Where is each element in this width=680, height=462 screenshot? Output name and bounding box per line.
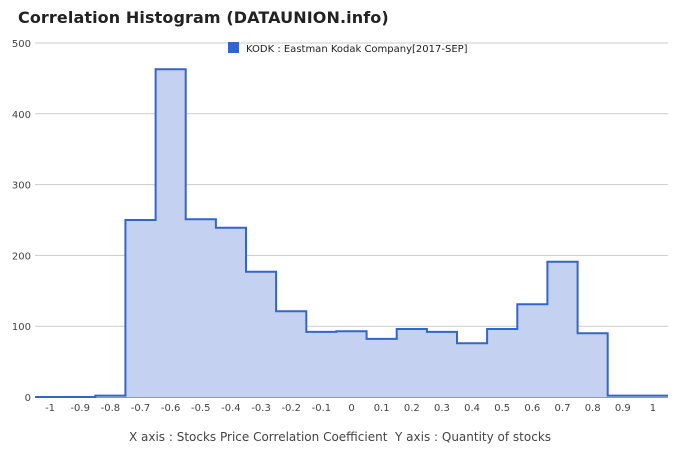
y-tick-label: 400 (12, 110, 31, 121)
y-tick-label: 100 (12, 322, 31, 333)
x-tick-label: 0 (348, 403, 354, 414)
x-tick-label: -0.8 (101, 403, 121, 414)
y-tick-label: 200 (12, 251, 31, 262)
legend: KODK : Eastman Kodak Company[2017-SEP] (228, 42, 468, 55)
x-tick-label: 0.4 (464, 403, 480, 414)
chart-title: Correlation Histogram (DATAUNION.info) (18, 8, 389, 27)
x-tick-label: 0.7 (555, 403, 571, 414)
x-tick-label: 0.9 (615, 403, 631, 414)
y-axis-tick-labels: 0 100 200 300 400 500 (12, 39, 31, 404)
x-tick-label: 0.6 (524, 403, 540, 414)
x-tick-label: -0.7 (131, 403, 151, 414)
legend-swatch (228, 42, 239, 53)
x-tick-label: -0.2 (281, 403, 301, 414)
x-tick-label: 0.2 (404, 403, 420, 414)
histogram-fill (35, 69, 668, 397)
legend-label: KODK : Eastman Kodak Company[2017-SEP] (246, 44, 468, 55)
axis-caption: X axis : Stocks Price Correlation Coeffi… (128, 430, 552, 444)
x-tick-label: -0.6 (161, 403, 181, 414)
x-tick-label: 0.8 (585, 403, 601, 414)
x-axis-tick-labels: -1 -0.9 -0.8 -0.7 -0.6 -0.5 -0.4 -0.3 -0.2 -0.1 0 0… (45, 403, 656, 414)
x-tick-label: -0.3 (251, 403, 271, 414)
x-tick-label: -1 (45, 403, 55, 414)
x-tick-label: -0.1 (312, 403, 332, 414)
x-tick-label: -0.5 (191, 403, 211, 414)
x-tick-label: 1 (650, 403, 656, 414)
histogram-line (35, 68, 668, 398)
y-tick-label: 500 (12, 39, 31, 50)
x-tick-label: -0.9 (70, 403, 90, 414)
y-tick-label: 300 (12, 181, 31, 192)
x-tick-label: 0.5 (494, 403, 510, 414)
x-tick-label: 0.1 (374, 403, 390, 414)
x-tick-label: 0.3 (434, 403, 450, 414)
y-tick-label: 0 (25, 393, 31, 404)
x-tick-label: -0.4 (221, 403, 241, 414)
histogram-area (35, 68, 668, 398)
